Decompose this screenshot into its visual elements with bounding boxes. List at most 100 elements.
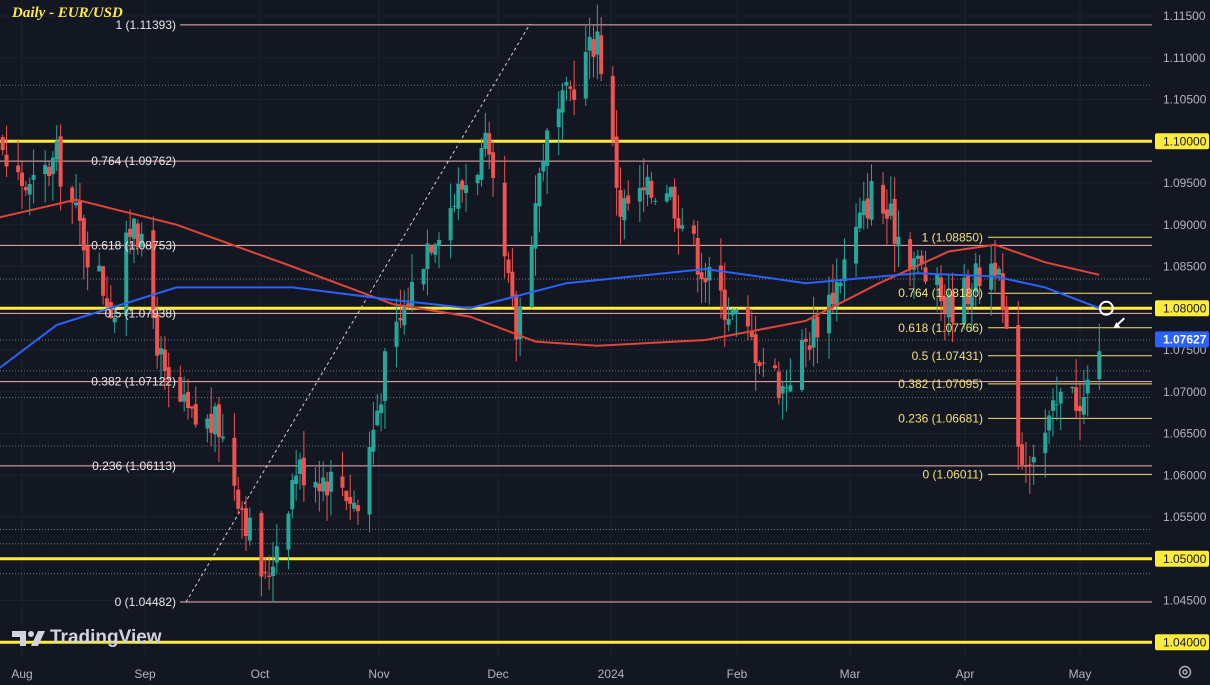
candle-body [437,239,442,246]
candle-body [618,190,623,217]
candle-body [595,31,600,55]
candle-body [1070,386,1075,389]
tradingview-logo-icon [12,631,45,646]
last-price-label: 1.07627 [1163,332,1207,346]
candle-body [1000,273,1005,311]
candle-body [16,165,21,173]
candle-body [367,447,372,515]
time-axis-bg [0,657,1152,685]
candle-body [587,36,592,51]
time-tick-label: Oct [251,667,270,681]
candle-body [464,185,469,193]
candle-body [842,259,847,282]
candle-body [220,436,225,439]
candle-body [328,471,333,492]
candle-body [1074,387,1079,411]
candle-body [568,86,573,89]
time-axis[interactable]: Aug Sep Oct Nov Dec 2024 Feb Mar Apr May [0,657,1152,685]
fib-label: 0.618 (1.08753) [91,238,176,252]
candle-body [182,394,187,402]
candle-body [591,39,596,57]
candle-body [379,404,384,414]
candle-body [718,265,723,291]
candle-body [294,475,299,484]
candle-body [908,239,913,270]
candle-body [707,267,712,281]
fib-label: 0.382 (1.07122) [91,375,176,389]
candle-body [159,348,164,355]
candle-body [703,277,708,283]
candle-body [267,575,272,577]
price-tick-label: 1.09000 [1163,218,1207,232]
candle-body [162,349,167,371]
candle-body [27,184,32,195]
candle-body [545,130,550,166]
candle-body [1004,306,1009,329]
price-tick-label: 1.10500 [1163,93,1207,107]
candle-body [911,258,916,270]
candle-body [730,309,735,316]
fib-label-recent: 1 (1.08850) [922,230,983,244]
candle-body [402,307,407,326]
candle-body [124,232,129,316]
candle-body [1050,400,1055,411]
candle-body [301,457,306,486]
fib-label: 0 (1.04482) [115,595,176,609]
candle-body [1020,444,1025,465]
candle-body [193,404,198,425]
gear-icon[interactable] [1177,664,1193,680]
candle-body [753,334,758,364]
candle-body [857,212,862,229]
time-tick-label: May [1069,667,1092,681]
candle-body [865,198,870,219]
candle-body [788,385,793,392]
trend-line[interactable] [185,23,531,603]
candle-body [834,282,839,307]
candle-body [139,233,144,248]
candle-body [232,437,237,486]
candle-body [460,180,465,190]
time-tick-label: Feb [727,667,748,681]
fib-label: 0.236 (1.06113) [92,459,176,473]
candle-body [1058,391,1063,404]
candle-body [691,225,696,234]
candle-body [1078,406,1082,412]
candle-body [243,508,248,537]
price-axis[interactable]: 1.11500 1.11000 1.10500 1.10000 1.09500 1.090… [1152,0,1210,685]
candle-body [398,317,403,321]
level-price-label: 1.08000 [1163,301,1207,315]
pointer-arrow-head [1113,322,1121,329]
candle-body [502,182,507,257]
candle-body [74,202,79,206]
candle-body [622,198,627,221]
candle-body [259,512,264,577]
candle-body [375,410,380,426]
candle-body [491,152,496,178]
candle-body [54,140,59,160]
candle-body [70,187,75,203]
candle-body [43,164,48,175]
candle-body [599,35,604,74]
candle-body [811,318,816,348]
candle-body [973,263,978,292]
candle-body [433,244,438,255]
time-tick-label: Dec [487,667,508,681]
candle-body [209,413,214,433]
candle-body [664,193,669,202]
candle-body [1054,404,1059,406]
price-tick-label: 1.08500 [1163,260,1207,274]
price-tick-label: 1.06500 [1163,427,1207,441]
candle-body [382,351,387,402]
candle-body [135,223,140,248]
time-tick-label: Sep [134,667,156,681]
candle-body [780,386,785,394]
candle-body [270,566,275,577]
fib-label-recent: 0 (1.06011) [923,467,984,481]
level-price-tag [1155,550,1209,567]
time-tick-label: Mar [840,667,861,681]
moving-average-blue [0,267,1100,369]
candle-body [213,406,218,435]
candle-body [830,292,835,305]
annotations [1098,300,1125,329]
